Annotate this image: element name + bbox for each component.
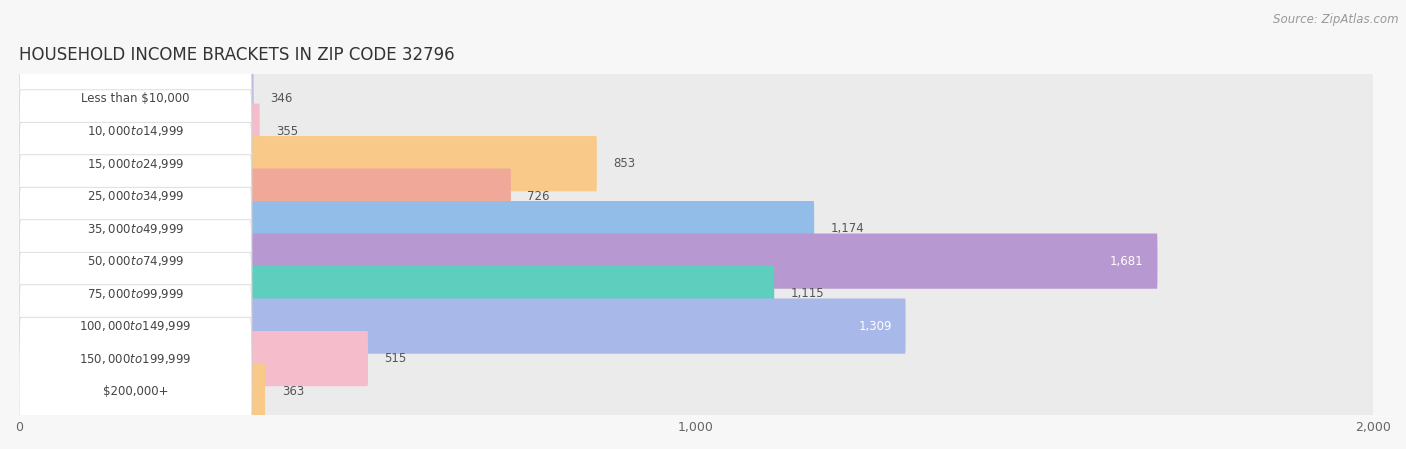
Text: 515: 515: [385, 352, 406, 365]
FancyBboxPatch shape: [18, 363, 266, 419]
Text: $50,000 to $74,999: $50,000 to $74,999: [87, 254, 184, 268]
FancyBboxPatch shape: [18, 104, 1374, 159]
Text: 1,174: 1,174: [831, 222, 865, 235]
FancyBboxPatch shape: [20, 252, 252, 400]
FancyBboxPatch shape: [20, 90, 252, 238]
Text: 726: 726: [527, 189, 550, 202]
FancyBboxPatch shape: [18, 299, 905, 354]
FancyBboxPatch shape: [20, 155, 252, 303]
Text: Less than $10,000: Less than $10,000: [82, 92, 190, 105]
FancyBboxPatch shape: [18, 363, 1374, 419]
Text: 853: 853: [613, 157, 636, 170]
FancyBboxPatch shape: [18, 299, 1374, 354]
FancyBboxPatch shape: [18, 201, 814, 256]
Text: Source: ZipAtlas.com: Source: ZipAtlas.com: [1274, 13, 1399, 26]
FancyBboxPatch shape: [18, 136, 1374, 191]
FancyBboxPatch shape: [18, 71, 253, 126]
Text: 363: 363: [281, 385, 304, 397]
Text: $200,000+: $200,000+: [103, 385, 169, 397]
Text: 1,309: 1,309: [858, 320, 891, 333]
FancyBboxPatch shape: [18, 266, 775, 321]
FancyBboxPatch shape: [20, 317, 252, 449]
Text: $15,000 to $24,999: $15,000 to $24,999: [87, 157, 184, 171]
FancyBboxPatch shape: [18, 266, 1374, 321]
FancyBboxPatch shape: [20, 187, 252, 335]
FancyBboxPatch shape: [18, 331, 1374, 386]
FancyBboxPatch shape: [20, 57, 252, 205]
Text: $150,000 to $199,999: $150,000 to $199,999: [79, 352, 191, 365]
FancyBboxPatch shape: [18, 136, 596, 191]
FancyBboxPatch shape: [18, 233, 1157, 289]
Text: HOUSEHOLD INCOME BRACKETS IN ZIP CODE 32796: HOUSEHOLD INCOME BRACKETS IN ZIP CODE 32…: [20, 46, 454, 64]
FancyBboxPatch shape: [18, 233, 1374, 289]
FancyBboxPatch shape: [20, 220, 252, 367]
Text: $25,000 to $34,999: $25,000 to $34,999: [87, 189, 184, 203]
Text: 1,681: 1,681: [1109, 255, 1143, 268]
FancyBboxPatch shape: [18, 168, 1374, 224]
Text: 1,115: 1,115: [790, 287, 824, 300]
FancyBboxPatch shape: [18, 71, 1374, 126]
Text: 355: 355: [276, 125, 298, 138]
FancyBboxPatch shape: [18, 168, 510, 224]
Text: $35,000 to $49,999: $35,000 to $49,999: [87, 222, 184, 236]
FancyBboxPatch shape: [20, 122, 252, 270]
Text: $100,000 to $149,999: $100,000 to $149,999: [79, 319, 191, 333]
FancyBboxPatch shape: [18, 331, 368, 386]
FancyBboxPatch shape: [18, 201, 1374, 256]
FancyBboxPatch shape: [20, 285, 252, 432]
Text: $10,000 to $14,999: $10,000 to $14,999: [87, 124, 184, 138]
Text: 346: 346: [270, 92, 292, 105]
Text: $75,000 to $99,999: $75,000 to $99,999: [87, 286, 184, 301]
FancyBboxPatch shape: [20, 25, 252, 172]
FancyBboxPatch shape: [18, 104, 260, 159]
